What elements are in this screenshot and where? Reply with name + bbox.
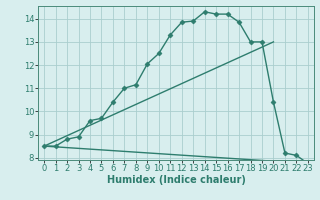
X-axis label: Humidex (Indice chaleur): Humidex (Indice chaleur) [107,175,245,185]
